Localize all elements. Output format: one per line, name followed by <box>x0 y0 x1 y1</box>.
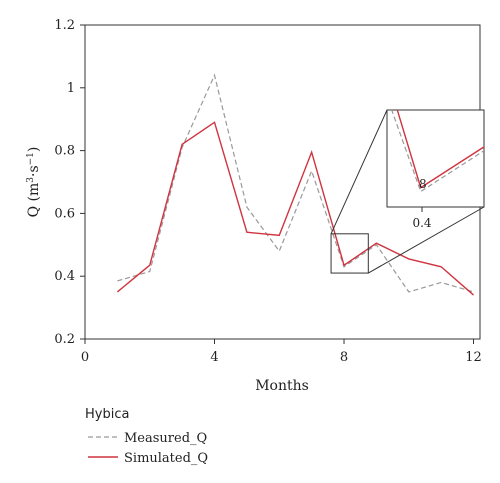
series-line-measured-q <box>117 73 474 293</box>
legend-title: Hybica <box>85 407 129 422</box>
y-tick-label: 1 <box>67 81 75 96</box>
x-tick-label: 8 <box>340 350 348 365</box>
inset-x-tick-label: 0.4 <box>412 216 431 230</box>
legend-simulated-label: Simulated_Q <box>124 451 208 466</box>
y-tick-label: 0.4 <box>54 269 75 284</box>
y-tick-label: 0.8 <box>54 144 75 159</box>
zoom-region-box <box>330 233 369 274</box>
series-layer <box>116 73 474 296</box>
x-tick-label: 0 <box>81 350 89 365</box>
x-tick-label: 4 <box>210 350 218 365</box>
zoom-connector-line <box>330 109 388 235</box>
legend-measured-label: Measured_Q <box>124 431 207 446</box>
x-axis-label: Months <box>255 378 309 394</box>
y-tick-label: 1.2 <box>54 18 75 33</box>
x-axis-ticks: 0 4 8 12 <box>81 339 482 365</box>
inset-frame <box>386 109 485 208</box>
inset-value-label: 8 <box>419 177 427 191</box>
y-tick-label: 0.6 <box>54 206 75 221</box>
y-axis-ticks: 0.2 0.4 0.6 0.8 1 1.2 <box>54 18 85 347</box>
y-axis-label: Q (m3·s−1) <box>26 147 42 218</box>
x-tick-label: 12 <box>465 350 482 365</box>
series-line-simulated-q <box>116 121 474 296</box>
zoom-connector-line <box>368 206 485 274</box>
y-tick-label: 0.2 <box>54 332 75 347</box>
